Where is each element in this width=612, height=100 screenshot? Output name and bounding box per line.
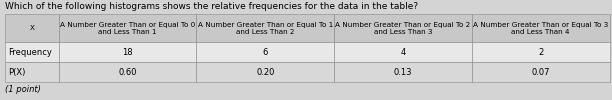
Text: X: X: [29, 25, 34, 31]
Text: (1 point): (1 point): [5, 85, 41, 94]
Bar: [472, 62, 610, 82]
Bar: [59, 14, 196, 42]
Bar: [334, 42, 472, 62]
Text: 18: 18: [122, 48, 133, 57]
Text: A Number Greater Than or Equal To 3
and Less Than 4: A Number Greater Than or Equal To 3 and …: [473, 22, 608, 35]
Bar: [334, 14, 472, 42]
Bar: [472, 14, 610, 42]
Bar: [196, 14, 334, 42]
Text: Which of the following histograms shows the relative frequencies for the data in: Which of the following histograms shows …: [5, 2, 418, 11]
Text: A Number Greater Than or Equal To 2
and Less Than 3: A Number Greater Than or Equal To 2 and …: [335, 22, 471, 35]
Text: 0.20: 0.20: [256, 68, 275, 77]
Bar: [5, 14, 59, 42]
Text: 4: 4: [400, 48, 406, 57]
Bar: [196, 62, 334, 82]
Text: 0.13: 0.13: [394, 68, 412, 77]
Text: Frequency: Frequency: [8, 48, 52, 57]
Bar: [5, 42, 59, 62]
Text: 2: 2: [538, 48, 543, 57]
Text: A Number Greater Than or Equal To 0
and Less Than 1: A Number Greater Than or Equal To 0 and …: [60, 22, 195, 35]
Text: 0.07: 0.07: [531, 68, 550, 77]
Text: A Number Greater Than or Equal To 1
and Less Than 2: A Number Greater Than or Equal To 1 and …: [198, 22, 333, 35]
Bar: [59, 42, 196, 62]
Bar: [59, 62, 196, 82]
Text: 0.60: 0.60: [118, 68, 137, 77]
Bar: [196, 42, 334, 62]
Bar: [472, 42, 610, 62]
Bar: [5, 62, 59, 82]
Bar: [334, 62, 472, 82]
Text: P(X): P(X): [8, 68, 25, 77]
Text: 6: 6: [263, 48, 268, 57]
